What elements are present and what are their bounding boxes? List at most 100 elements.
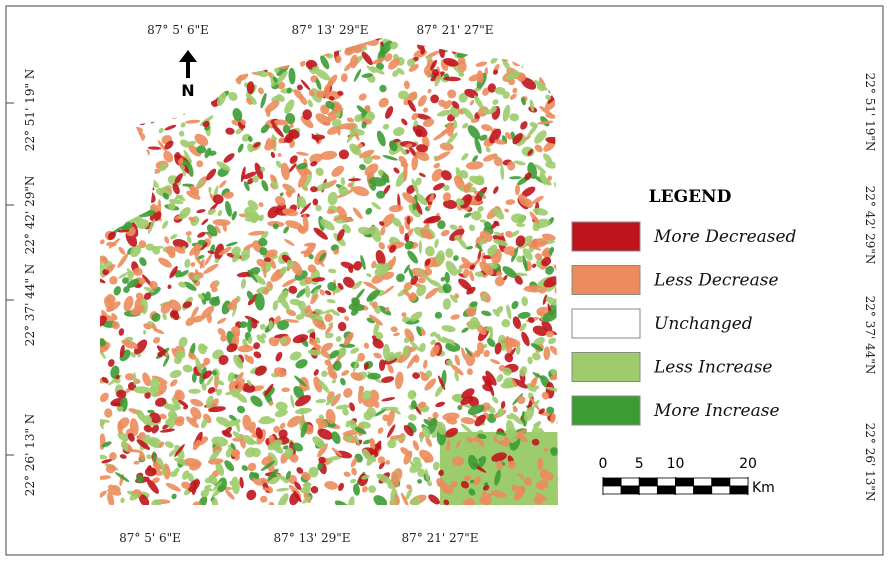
map-area xyxy=(92,29,567,513)
bottom-coord-label: 87° 21' 27"E xyxy=(401,531,478,545)
north-label: N xyxy=(181,81,194,100)
map-patch xyxy=(112,33,121,41)
top-coord-label: 87° 21' 27"E xyxy=(416,23,493,37)
map-patch xyxy=(150,104,161,112)
map-patch xyxy=(418,278,426,284)
map-patch xyxy=(531,42,541,50)
map-patch xyxy=(141,152,147,157)
map-patch xyxy=(163,71,173,81)
scale-bar-cell xyxy=(694,478,712,486)
map-patch xyxy=(129,97,148,114)
map-patch xyxy=(523,52,540,66)
map-patch xyxy=(154,44,172,56)
scale-unit: Km xyxy=(752,480,775,496)
legend-swatch xyxy=(572,396,640,425)
map-patch xyxy=(420,435,423,442)
map-patch xyxy=(125,93,132,100)
map-patch xyxy=(140,94,154,107)
map-patch xyxy=(507,46,518,55)
map-patch xyxy=(152,43,166,58)
map-patch xyxy=(102,130,108,144)
map-patch xyxy=(530,32,542,44)
map-patch xyxy=(169,110,176,117)
scale-bar-cell xyxy=(621,478,639,486)
map-patch xyxy=(149,54,164,72)
map-patch xyxy=(107,48,117,58)
map-patch xyxy=(100,180,114,192)
map-patch xyxy=(483,40,490,47)
map-patch xyxy=(232,42,239,48)
top-coord-label: 87° 5' 6"E xyxy=(147,23,209,37)
map-patch xyxy=(115,96,124,103)
scale-bar-cell xyxy=(621,486,639,494)
map-patch xyxy=(276,51,283,59)
map-patch xyxy=(176,104,186,116)
map-patch xyxy=(176,72,188,78)
map-patch xyxy=(136,61,145,73)
map-patch xyxy=(121,138,137,145)
legend-swatch xyxy=(572,309,640,338)
map-patch xyxy=(134,109,141,114)
map-patch xyxy=(508,461,516,469)
map-patch xyxy=(188,389,200,394)
map-patch xyxy=(140,109,149,119)
map-patch xyxy=(114,158,126,174)
map-patch xyxy=(192,373,197,383)
map-patch xyxy=(96,192,110,208)
map-patch xyxy=(171,103,183,115)
map-patch xyxy=(107,201,117,210)
map-patch xyxy=(248,31,258,41)
map-patch xyxy=(218,52,236,65)
legend-label: More Increase xyxy=(653,401,780,421)
map-patch xyxy=(96,183,112,192)
map-patch xyxy=(115,145,126,155)
map-patch xyxy=(130,144,136,151)
map-patch xyxy=(280,52,291,63)
map-patch xyxy=(280,39,287,46)
map-patch xyxy=(118,201,125,207)
map-patch xyxy=(484,39,503,56)
scale-bar-cell xyxy=(730,486,748,494)
map-patch xyxy=(153,67,168,74)
map-patch xyxy=(525,286,541,289)
map-patch xyxy=(290,40,297,47)
map-patch xyxy=(103,138,113,151)
map-patch xyxy=(139,157,149,161)
map-patch xyxy=(475,44,481,50)
scale-tick-label: 5 xyxy=(635,456,644,472)
map-patch xyxy=(287,42,292,47)
map-patch xyxy=(506,38,515,47)
map-patch xyxy=(103,79,109,86)
right-coord-label: 22° 51' 19"N xyxy=(863,73,877,152)
map-patch xyxy=(103,49,114,62)
map-patch xyxy=(237,43,252,52)
map-patch xyxy=(129,91,135,102)
map-patch xyxy=(125,79,132,86)
map-patch xyxy=(250,44,258,54)
map-patch xyxy=(113,115,126,129)
scale-bar-cell xyxy=(730,478,748,486)
map-patch xyxy=(517,35,530,50)
map-patch xyxy=(273,223,279,229)
map-patch xyxy=(240,49,250,59)
map-patch xyxy=(170,36,186,43)
map-patch xyxy=(107,177,116,188)
map-patch xyxy=(176,100,182,106)
map-patch xyxy=(117,73,123,88)
map-patch xyxy=(156,87,166,105)
map-patch xyxy=(162,83,177,101)
map-patch xyxy=(197,50,211,58)
map-patch xyxy=(460,47,469,52)
map-patch xyxy=(100,118,108,126)
scale-tick-label: 10 xyxy=(667,456,685,472)
map-patch xyxy=(255,53,266,64)
map-patch xyxy=(120,210,128,219)
right-coord-label: 22° 26' 13"N xyxy=(863,423,877,502)
map-patch xyxy=(108,147,118,157)
map-patch xyxy=(149,38,166,52)
north-arrow: N xyxy=(179,50,197,100)
map-patch xyxy=(157,102,165,111)
scale-tick-label: 20 xyxy=(739,456,757,472)
top-coord-label: 87° 13' 29"E xyxy=(291,23,368,37)
map-patch xyxy=(233,36,251,40)
